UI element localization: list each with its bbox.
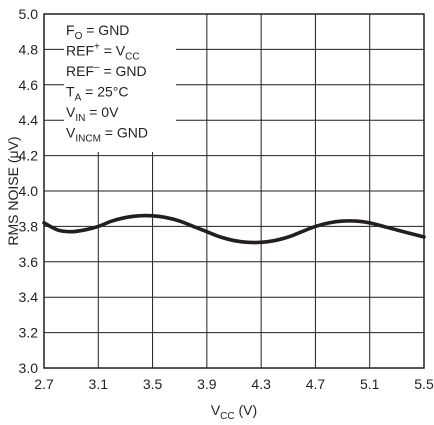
condition-sub: CC xyxy=(125,52,139,63)
condition-sub: IN xyxy=(75,113,85,124)
condition-main: V xyxy=(66,125,76,141)
y-tick-label: 4.0 xyxy=(19,183,39,199)
x-tick-label: 4.3 xyxy=(251,376,271,392)
x-axis-label-sub: CC xyxy=(220,411,234,422)
x-tick-label: 3.5 xyxy=(143,376,163,392)
y-tick-label: 3.8 xyxy=(19,218,39,234)
x-tick-label: 3.1 xyxy=(89,376,109,392)
x-tick-label: 3.9 xyxy=(197,376,217,392)
condition-line: REF+ = VCC xyxy=(66,42,140,63)
condition-main: REF xyxy=(66,43,94,59)
condition-rest: = 0V xyxy=(85,104,119,120)
y-tick-label: 4.2 xyxy=(19,148,39,164)
y-tick-label: 3.6 xyxy=(19,254,39,270)
condition-line: VINCM = GND xyxy=(66,125,148,145)
condition-sub: INCM xyxy=(75,134,101,145)
x-tick-label: 2.7 xyxy=(34,376,54,392)
condition-sup: – xyxy=(94,62,100,73)
y-tick-label: 3.0 xyxy=(19,360,39,376)
condition-sup: + xyxy=(94,42,100,53)
condition-main: REF xyxy=(66,63,94,79)
x-axis-label: VCC (V) xyxy=(211,402,257,422)
x-axis-label-main: V xyxy=(211,402,221,418)
condition-main: F xyxy=(66,22,75,38)
y-tick-label: 4.8 xyxy=(19,41,39,57)
condition-line: REF– = GND xyxy=(66,62,147,79)
x-tick-label: 5.5 xyxy=(414,376,434,392)
x-tick-labels: 2.7 3.1 3.5 3.9 4.3 4.7 5.1 5.5 xyxy=(34,376,434,392)
condition-rest: = GND xyxy=(100,63,147,79)
condition-line: VIN = 0V xyxy=(66,104,119,124)
x-axis-label-unit: (V) xyxy=(235,402,258,418)
plot-frame xyxy=(43,13,425,369)
condition-line: TA = 25°C xyxy=(66,84,128,104)
y-tick-label: 3.2 xyxy=(19,325,39,341)
condition-line: FO = GND xyxy=(66,22,129,42)
x-tick-label: 5.1 xyxy=(360,376,380,392)
y-tick-label: 3.4 xyxy=(19,289,39,305)
y-tick-label: 4.6 xyxy=(19,77,39,93)
y-tick-label: 4.4 xyxy=(19,112,39,128)
condition-rest: = GND xyxy=(101,125,148,141)
condition-sub: O xyxy=(75,31,83,42)
condition-main: V xyxy=(66,104,76,120)
rms-noise-series-line xyxy=(42,213,426,245)
y-axis-label: RMS NOISE (μV) xyxy=(5,136,21,245)
y-tick-label: 5.0 xyxy=(19,6,39,22)
condition-rest: = GND xyxy=(82,22,129,38)
condition-rest: = V xyxy=(100,43,126,59)
condition-sub: A xyxy=(75,93,82,104)
condition-main: T xyxy=(66,84,75,100)
grid-lines xyxy=(43,13,425,369)
condition-rest: = 25°C xyxy=(81,84,128,100)
x-tick-label: 4.7 xyxy=(306,376,326,392)
conditions-box xyxy=(64,14,176,152)
y-tick-labels: 3.0 3.2 3.4 3.6 3.8 4.0 4.2 4.4 4.6 4.8 5.0 xyxy=(19,6,39,376)
